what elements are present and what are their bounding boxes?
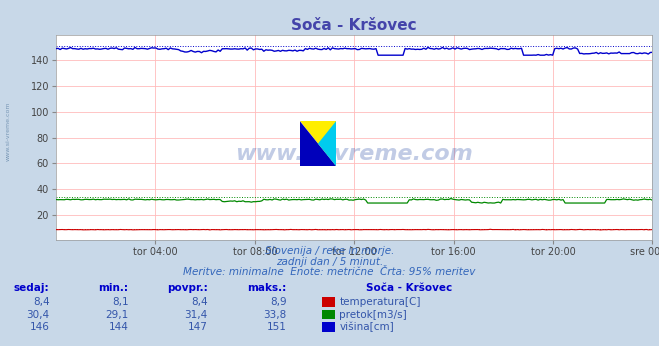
Text: min.:: min.: [98, 283, 129, 293]
Text: temperatura[C]: temperatura[C] [339, 297, 421, 307]
Text: 8,9: 8,9 [270, 297, 287, 307]
Polygon shape [300, 121, 336, 166]
Text: maks.:: maks.: [247, 283, 287, 293]
Text: Meritve: minimalne  Enote: metrične  Črta: 95% meritev: Meritve: minimalne Enote: metrične Črta:… [183, 267, 476, 277]
Title: Soča - Kršovec: Soča - Kršovec [291, 18, 417, 34]
Text: 144: 144 [109, 322, 129, 332]
Text: 147: 147 [188, 322, 208, 332]
Text: www.si-vreme.com: www.si-vreme.com [5, 102, 11, 161]
Text: Soča - Kršovec: Soča - Kršovec [366, 283, 452, 293]
Text: Slovenija / reke in morje.: Slovenija / reke in morje. [265, 246, 394, 256]
Text: 8,1: 8,1 [112, 297, 129, 307]
Text: pretok[m3/s]: pretok[m3/s] [339, 310, 407, 320]
Polygon shape [318, 121, 336, 166]
Text: sedaj:: sedaj: [14, 283, 49, 293]
Text: 151: 151 [267, 322, 287, 332]
Text: 29,1: 29,1 [105, 310, 129, 320]
Text: 8,4: 8,4 [191, 297, 208, 307]
Polygon shape [300, 121, 336, 166]
Text: 146: 146 [30, 322, 49, 332]
Text: 8,4: 8,4 [33, 297, 49, 307]
Text: povpr.:: povpr.: [167, 283, 208, 293]
Text: zadnji dan / 5 minut.: zadnji dan / 5 minut. [276, 257, 383, 267]
Text: 33,8: 33,8 [264, 310, 287, 320]
Text: 30,4: 30,4 [26, 310, 49, 320]
Text: 31,4: 31,4 [185, 310, 208, 320]
Text: www.si-vreme.com: www.si-vreme.com [235, 144, 473, 164]
Text: višina[cm]: višina[cm] [339, 322, 394, 332]
